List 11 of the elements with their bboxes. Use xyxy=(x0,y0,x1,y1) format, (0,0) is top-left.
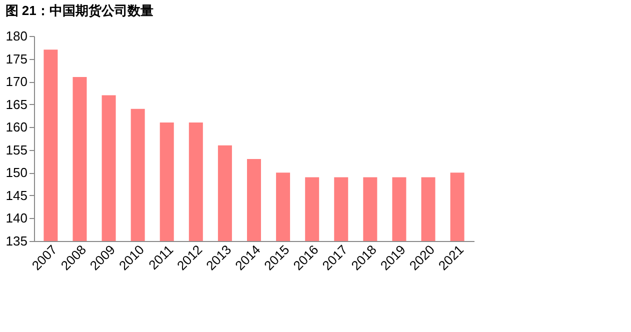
y-tick-label: 160 xyxy=(6,120,28,135)
chart-title: 图 21：中国期货公司数量 xyxy=(5,3,154,18)
y-tick-label: 140 xyxy=(6,210,28,226)
y-tick-label: 180 xyxy=(6,28,28,44)
y-tick-label: 155 xyxy=(6,142,28,158)
y-tick-label: 145 xyxy=(6,188,28,203)
y-tick-label: 165 xyxy=(6,96,28,112)
y-tick-label: 135 xyxy=(6,234,28,248)
y-tick-label: 150 xyxy=(6,165,28,180)
y-tick-label: 175 xyxy=(6,51,28,66)
y-tick-label: 170 xyxy=(6,74,28,90)
